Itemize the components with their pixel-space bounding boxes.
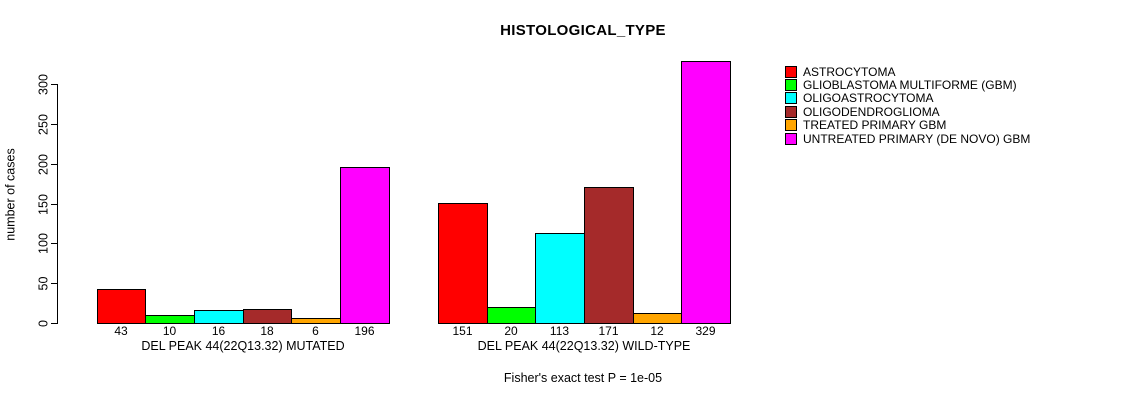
- legend-swatch-icon: [785, 132, 797, 145]
- bar-glioblastoma-multiforme-gbm: [487, 307, 536, 324]
- bar-value-label: 6: [312, 324, 319, 338]
- legend-label: TREATED PRIMARY GBM: [803, 118, 947, 133]
- bar-value-label: 18: [260, 324, 274, 338]
- y-tick: [51, 204, 57, 205]
- bar-value-label: 10: [162, 324, 177, 338]
- bar-oligodendroglioma: [243, 309, 292, 324]
- legend-item: UNTREATED PRIMARY (DE NOVO) GBM: [785, 132, 1030, 145]
- bar-value-label: 43: [114, 324, 128, 338]
- bar-value-label: 113: [549, 324, 570, 338]
- bar-astrocytoma: [97, 289, 146, 324]
- bar-value-label: 196: [354, 324, 375, 338]
- bar-oligodendroglioma: [584, 187, 634, 324]
- legend-item: ASTROCYTOMA: [785, 65, 1030, 78]
- y-tick: [51, 84, 57, 85]
- legend-label: ASTROCYTOMA: [803, 64, 896, 79]
- bar-oligoastrocytoma: [194, 310, 244, 324]
- y-tick-label: 200: [36, 153, 51, 175]
- bar-untreated-primary-de-novo-gbm: [340, 167, 390, 324]
- y-tick: [51, 283, 57, 284]
- legend-item: GLIOBLASTOMA MULTIFORME (GBM): [785, 78, 1030, 93]
- legend-label: UNTREATED PRIMARY (DE NOVO) GBM: [803, 131, 1031, 146]
- legend-swatch-icon: [785, 79, 797, 92]
- bar-astrocytoma: [438, 203, 488, 324]
- chart-title: HISTOLOGICAL_TYPE: [500, 22, 666, 39]
- bar-value-label: 12: [650, 324, 664, 338]
- group-label: DEL PEAK 44(22Q13.32) WILD-TYPE: [477, 339, 691, 353]
- bar-oligoastrocytoma: [535, 233, 585, 324]
- y-tick: [51, 243, 57, 244]
- legend: ASTROCYTOMA GLIOBLASTOMA MULTIFORME (GBM)…: [785, 65, 1030, 145]
- y-tick-label: 150: [36, 193, 51, 215]
- bar-glioblastoma-multiforme-gbm: [145, 315, 195, 324]
- y-axis-label: number of cases: [3, 148, 18, 241]
- legend-swatch-icon: [785, 92, 797, 105]
- bar-value-label: 151: [452, 324, 473, 338]
- legend-swatch-icon: [785, 65, 797, 78]
- legend-label: OLIGODENDROGLIOMA: [803, 104, 940, 119]
- legend-item: OLIGODENDROGLIOMA: [785, 105, 1030, 118]
- y-tick-label: 50: [36, 276, 51, 290]
- y-tick-label: 100: [36, 232, 51, 254]
- legend-swatch-icon: [785, 105, 797, 118]
- y-tick: [51, 164, 57, 165]
- y-tick-label: 250: [36, 113, 51, 135]
- group-label: DEL PEAK 44(22Q13.32) MUTATED: [141, 339, 345, 353]
- legend-label: GLIOBLASTOMA MULTIFORME (GBM): [803, 78, 1017, 93]
- bar-treated-primary-gbm: [633, 313, 682, 324]
- bar-untreated-primary-de-novo-gbm: [681, 61, 731, 324]
- legend-swatch-icon: [785, 119, 797, 132]
- y-tick-label: 0: [36, 319, 51, 327]
- bar-value-label: 16: [211, 324, 226, 338]
- legend-label: OLIGOASTROCYTOMA: [803, 91, 934, 106]
- fisher-test-annotation: Fisher's exact test P = 1e-05: [503, 371, 663, 385]
- y-tick: [51, 323, 57, 324]
- bar-value-label: 329: [695, 324, 716, 338]
- y-tick-label: 300: [36, 73, 51, 95]
- legend-item: OLIGOASTROCYTOMA: [785, 92, 1030, 105]
- y-axis: [57, 84, 58, 324]
- y-tick: [51, 124, 57, 125]
- legend-item: TREATED PRIMARY GBM: [785, 119, 1030, 132]
- bar-value-label: 171: [598, 324, 619, 338]
- bar-value-label: 20: [504, 324, 518, 338]
